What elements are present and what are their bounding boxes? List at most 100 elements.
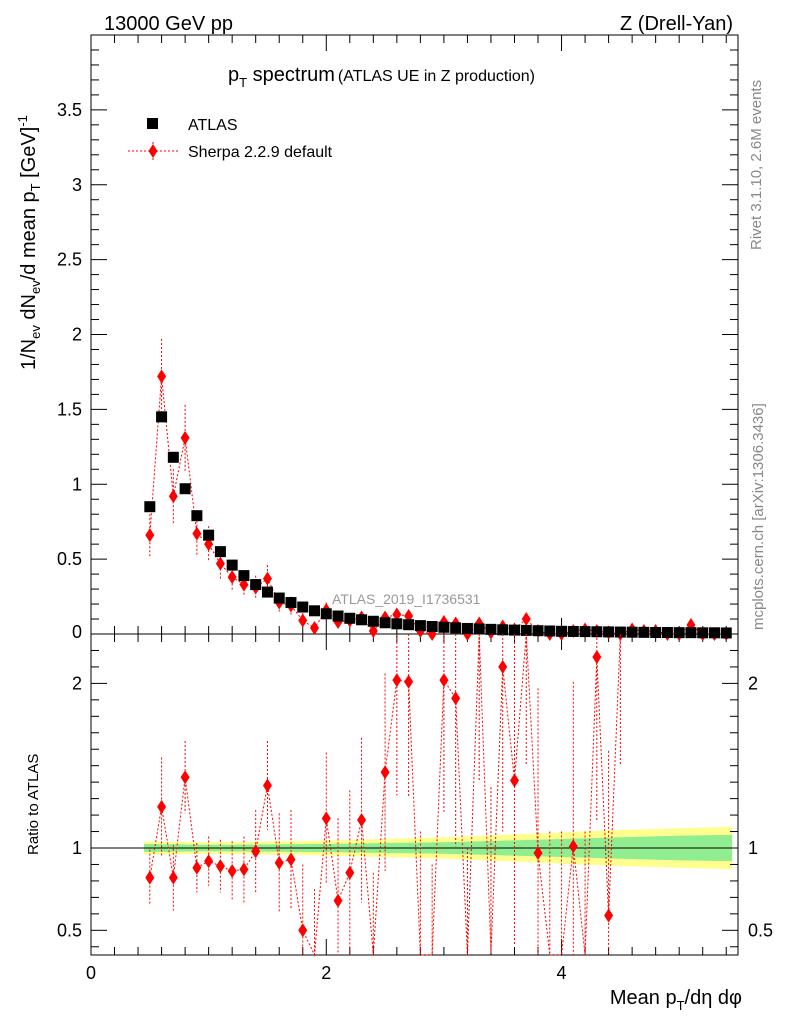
atlas-main-point [685, 627, 697, 639]
ratio-x-tick-label: 4 [557, 963, 567, 983]
main-y-tick-label: 2 [72, 325, 82, 345]
sherpa-ratio-point [286, 852, 296, 867]
atlas-main-point [650, 627, 662, 639]
sherpa-main-point [368, 624, 378, 639]
atlas-main-point [520, 624, 532, 636]
atlas-main-point [438, 621, 450, 633]
ratio-y-tick-label-right: 0.5 [748, 920, 773, 940]
ratio-y-axis-ticks: 0.5 0.5 1 1 2 2 [57, 649, 773, 948]
sherpa-main-point [180, 430, 190, 445]
atlas-series-main [144, 411, 732, 639]
ratio-y-tick-label-right: 1 [748, 838, 758, 858]
main-y-zero-label: 0 [72, 622, 82, 642]
atlas-main-point [367, 615, 379, 627]
atlas-main-point [508, 624, 520, 636]
mcplots-label: mcplots.cern.ch [arXiv:1306.3436] [750, 403, 767, 630]
atlas-main-point [179, 483, 191, 495]
sherpa-ratio-point [157, 799, 167, 814]
ratio-x-tick-label: 0 [86, 963, 96, 983]
header-energy: 13000 GeV pp [104, 13, 233, 35]
sherpa-ratio-point [404, 674, 414, 689]
atlas-main-point [591, 626, 603, 638]
ratio-y-axis-label: Ratio to ATLAS [25, 754, 42, 855]
atlas-main-point [356, 614, 368, 626]
atlas-main-point [273, 592, 285, 604]
atlas-main-point [603, 626, 615, 638]
atlas-main-point [638, 626, 650, 638]
sherpa-main-point [157, 369, 167, 384]
atlas-main-point [285, 597, 297, 609]
ratio-x-axis-ticks: 0 2 4 [86, 634, 727, 983]
main-x-axis-ticks [90, 35, 727, 634]
atlas-main-point [403, 619, 415, 631]
sherpa-ratio-point [345, 865, 355, 880]
sherpa-ratio-point [592, 650, 602, 665]
atlas-main-point [344, 612, 356, 624]
sherpa-ratio-point [204, 854, 214, 869]
sherpa-ratio-point [168, 870, 178, 885]
sherpa-ratio-point [380, 765, 390, 780]
atlas-main-point [214, 546, 226, 558]
ratio-y-tick-label: 1 [72, 838, 82, 858]
atlas-main-point [426, 621, 438, 633]
atlas-main-point [144, 501, 156, 513]
x-axis-label: Mean pT/dη dφ [610, 987, 742, 1013]
legend-sherpa-marker [148, 144, 158, 158]
rivet-label: Rivet 3.1.10, 2.6M events [748, 80, 765, 250]
legend-atlas-marker [147, 118, 158, 129]
atlas-main-point [320, 608, 332, 620]
sherpa-ratio-point [392, 673, 402, 688]
atlas-main-point [697, 627, 709, 639]
main-y-axis-label: 1/Nev dNev/d mean pT [GeV]-1 [15, 115, 43, 370]
sherpa-main-point [310, 621, 320, 636]
sherpa-ratio-point [227, 864, 237, 879]
analysis-label: ATLAS_2019_I1736531 [332, 591, 481, 607]
ratio-x-tick-label: 2 [321, 963, 331, 983]
atlas-main-point [661, 627, 673, 639]
atlas-main-point [497, 624, 509, 636]
sherpa-ratio-point [215, 859, 225, 874]
atlas-main-point [332, 610, 344, 622]
atlas-main-point [579, 626, 591, 638]
atlas-main-point [708, 627, 720, 639]
main-y-tick-label: 3 [72, 175, 82, 195]
atlas-main-point [626, 626, 638, 638]
sherpa-main-point [392, 607, 402, 622]
legend-atlas-label: ATLAS [188, 117, 238, 134]
sherpa-ratio-point [262, 778, 272, 793]
sherpa-main-point [215, 556, 225, 571]
main-y-tick-label: 3.5 [57, 100, 82, 120]
main-y-axis-ticks: 0.5 1 1.5 2 2.5 3 3.5 0 [57, 49, 738, 642]
atlas-main-point [556, 625, 568, 637]
atlas-main-point [191, 510, 203, 522]
sherpa-ratio-point [604, 908, 614, 923]
sherpa-main-point [168, 489, 178, 504]
atlas-main-point [450, 622, 462, 634]
atlas-main-point [167, 451, 179, 463]
main-y-tick-label: 1 [72, 474, 82, 494]
atlas-main-point [250, 579, 262, 591]
atlas-main-point [414, 620, 426, 632]
atlas-main-point [238, 570, 250, 582]
sherpa-ratio-point [192, 860, 202, 875]
main-y-tick-label: 0.5 [57, 549, 82, 569]
atlas-main-point [261, 586, 273, 598]
atlas-main-point [379, 617, 391, 629]
atlas-main-point [461, 622, 473, 634]
atlas-main-point [673, 627, 685, 639]
sherpa-main-point [298, 613, 308, 628]
legend-sherpa-label: Sherpa 2.2.9 default [188, 144, 333, 161]
atlas-main-point [391, 618, 403, 630]
main-y-tick-label: 2.5 [57, 250, 82, 270]
sherpa-main-point [521, 612, 531, 627]
plot-title: pT spectrum (ATLAS UE in Z production) [228, 64, 535, 90]
sherpa-series-ratio [145, 633, 621, 957]
sherpa-ratio-point [274, 855, 284, 870]
atlas-main-point [203, 529, 215, 541]
sherpa-ratio-point [451, 691, 461, 706]
sherpa-ratio-point [498, 659, 508, 674]
ratio-panel-frame [90, 633, 739, 956]
atlas-main-point [614, 626, 626, 638]
ratio-y-tick-label-right: 2 [748, 673, 758, 693]
